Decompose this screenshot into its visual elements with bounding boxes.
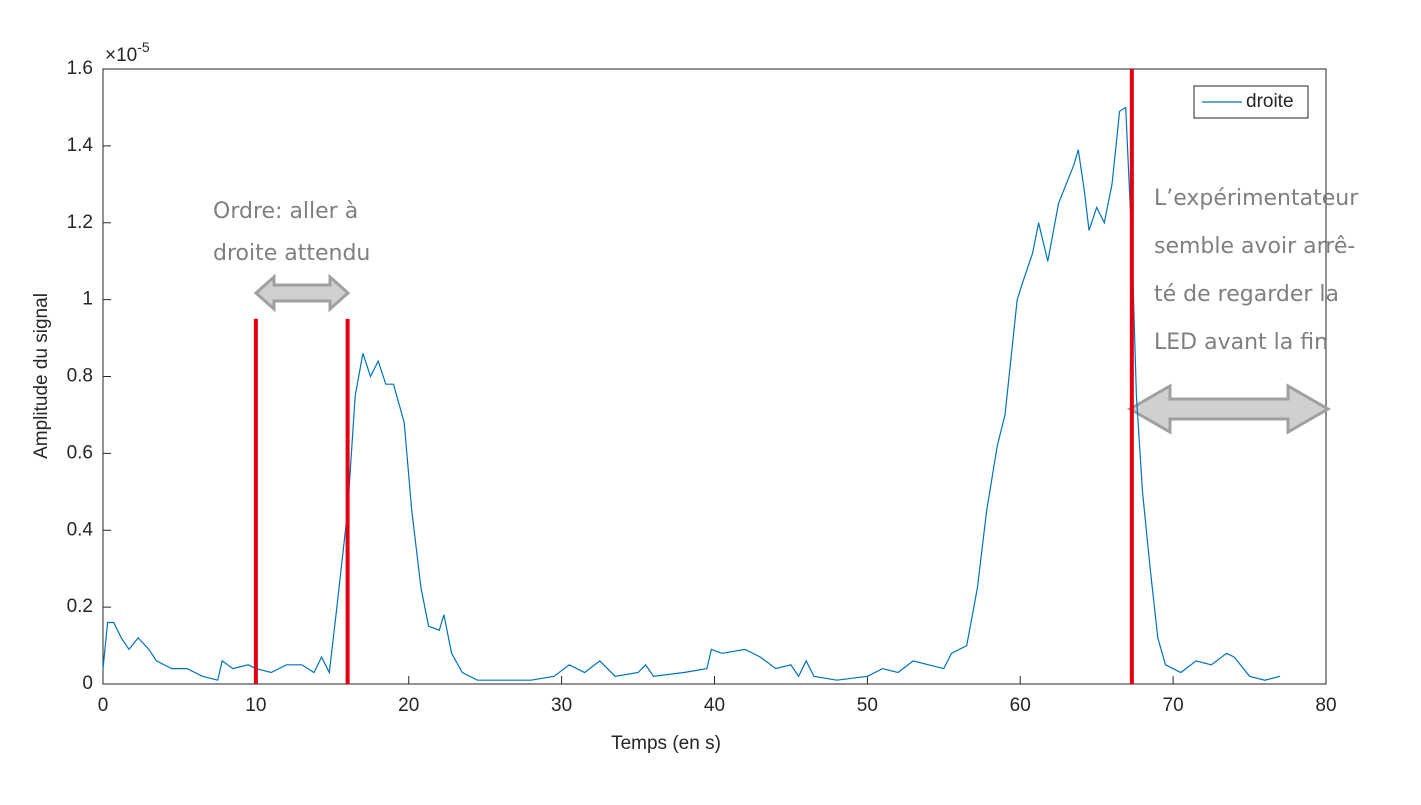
annotation-line: L’expérimentateur [1154,186,1359,211]
y-tick-label: 1.6 [67,58,93,79]
annotation-line: té de regarder la [1154,282,1339,307]
y-multiplier-base: ×10 [105,45,137,66]
annotation-line: semble avoir arrê- [1154,234,1355,259]
y-multiplier-exponent: -5 [137,39,150,55]
y-tick-label: 1 [82,289,93,310]
x-tick-label: 10 [245,695,266,716]
y-tick-label: 0.2 [67,596,93,617]
x-tick-label: 0 [98,695,109,716]
y-tick-label: 1.2 [67,212,93,233]
x-tick-label: 80 [1315,695,1336,716]
annotation-line: LED avant la fin [1154,330,1328,355]
plot-area [102,68,1327,685]
y-axis-label: Amplitude du signal [31,293,52,459]
data-line [102,106,1281,681]
annotation-line: Ordre: aller à [213,199,358,224]
y-tick-label: 0 [82,673,93,694]
y-multiplier: ×10-5 [105,39,150,66]
annotation-line: droite attendu [213,241,370,266]
x-tick-label: 20 [398,695,419,716]
y-tick-label: 1.4 [67,135,94,156]
x-tick-label: 70 [1163,695,1184,716]
legend-label: droite [1246,91,1294,112]
x-axis-label: Temps (en s) [611,733,721,754]
arrow-right [1126,383,1332,435]
y-tick-label: 0.6 [67,442,93,463]
x-tick-label: 40 [704,695,725,716]
x-tick-label: 60 [1010,695,1031,716]
x-tick-label: 50 [857,695,878,716]
x-tick-label: 30 [551,695,572,716]
arrow-left [253,273,351,313]
y-tick-label: 0.8 [67,366,93,387]
y-tick-label: 0.4 [67,519,94,540]
